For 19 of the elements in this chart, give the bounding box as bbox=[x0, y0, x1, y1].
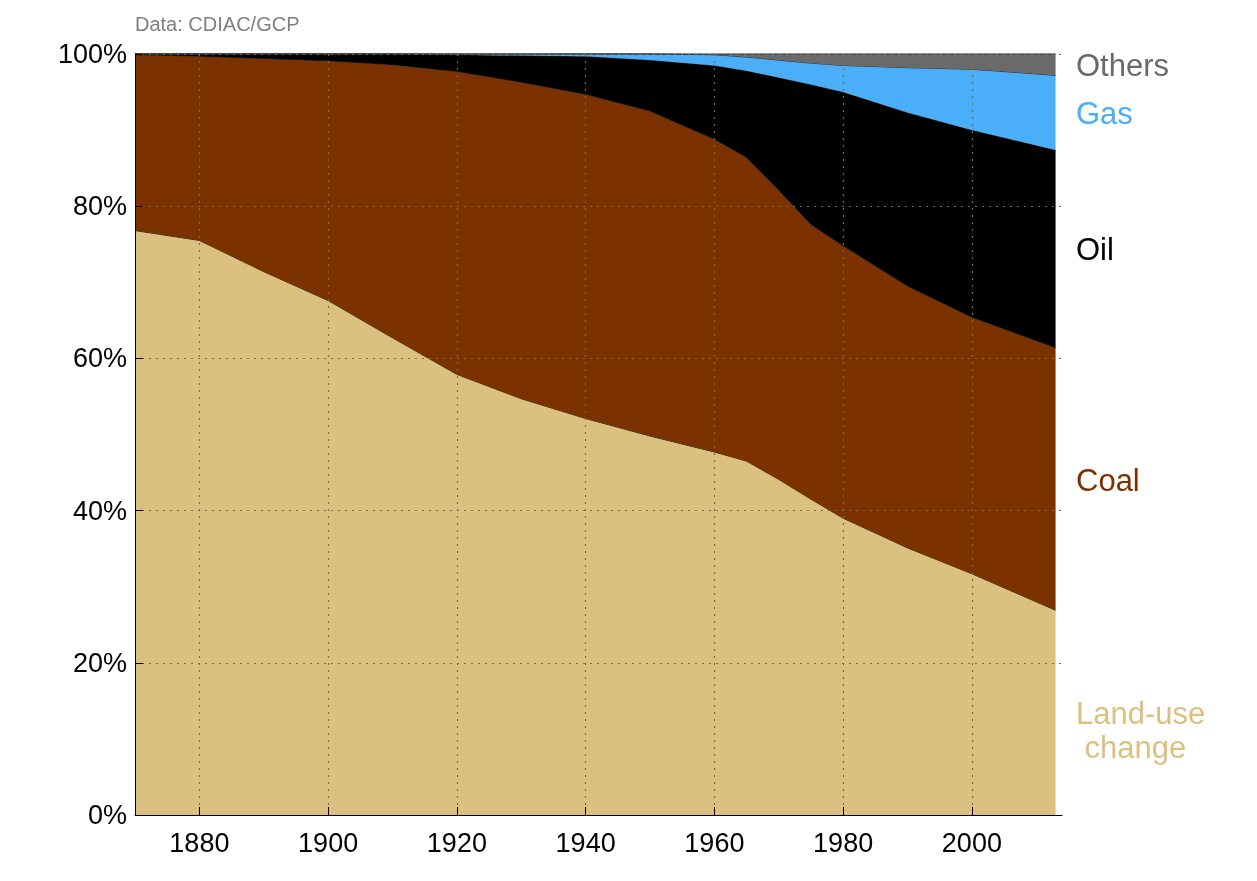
x-tick-label: 1940 bbox=[555, 827, 616, 858]
x-tick-label: 1960 bbox=[684, 827, 745, 858]
series-label: Gas bbox=[1076, 96, 1133, 132]
series-label: Others bbox=[1076, 48, 1170, 84]
series-label: Land-use change bbox=[1076, 696, 1206, 766]
x-tick-label: 2000 bbox=[941, 827, 1002, 858]
y-tick-label: 0% bbox=[87, 800, 127, 830]
y-tick-label: 100% bbox=[57, 39, 127, 69]
y-tick-label: 80% bbox=[72, 191, 127, 222]
series-label: Coal bbox=[1076, 462, 1140, 498]
y-tick-label: 20% bbox=[72, 647, 127, 678]
y-tick-label: 40% bbox=[72, 495, 127, 526]
y-tick-label: 60% bbox=[72, 343, 127, 374]
text: Data: CDIAC/GCP bbox=[135, 13, 300, 35]
x-tick-label: 1920 bbox=[426, 827, 487, 858]
x-tick-label: 1900 bbox=[298, 827, 359, 858]
series-label: Oil bbox=[1076, 232, 1114, 268]
x-tick-label: 1980 bbox=[813, 827, 874, 858]
x-tick-label: 1880 bbox=[169, 827, 230, 858]
